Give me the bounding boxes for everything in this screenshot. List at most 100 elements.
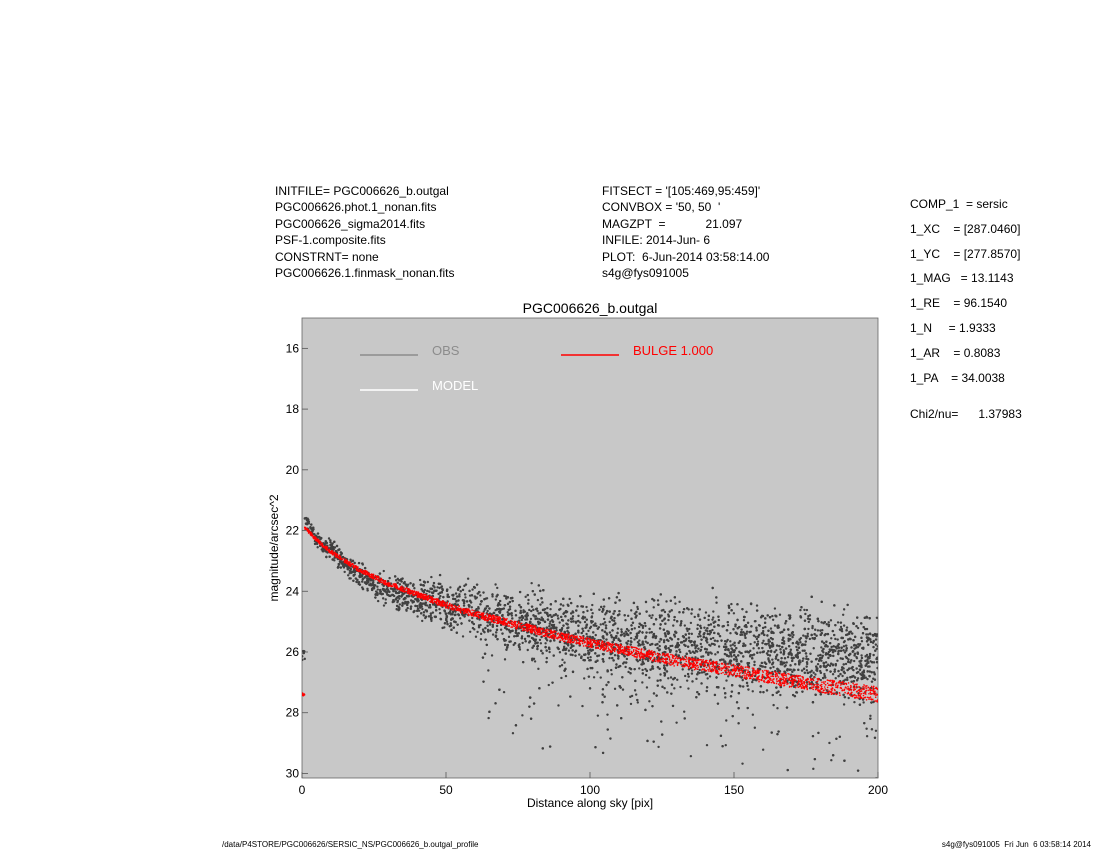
obs-point — [447, 612, 450, 615]
obs-point — [505, 627, 508, 631]
obs-point — [646, 641, 649, 645]
obs-point — [333, 559, 336, 562]
obs-point — [751, 680, 754, 684]
obs-point — [866, 633, 870, 636]
obs-point — [720, 639, 723, 642]
obs-point — [567, 604, 570, 607]
obs-point — [690, 644, 694, 647]
obs-point — [630, 640, 633, 644]
header-middle-line: PLOT: 6-Jun-2014 03:58:14.00 — [602, 249, 770, 264]
obs-point — [434, 609, 438, 612]
obs-point — [696, 671, 700, 674]
obs-point — [749, 602, 753, 605]
obs-point — [505, 597, 508, 600]
obs-point — [592, 624, 595, 627]
x-tick-label: 150 — [724, 783, 744, 797]
obs-point — [697, 693, 701, 696]
obs-point — [721, 625, 724, 628]
obs-point — [527, 635, 531, 638]
obs-point — [641, 672, 645, 675]
obs-point — [694, 656, 697, 659]
obs-point — [596, 671, 599, 674]
obs-point — [552, 623, 556, 627]
obs-point — [775, 644, 779, 647]
obs-point — [658, 627, 662, 630]
obs-point — [696, 690, 699, 694]
obs-point — [564, 652, 568, 655]
obs-point — [449, 624, 453, 627]
obs-point — [613, 622, 616, 626]
obs-point — [773, 624, 777, 627]
header-left-line: PGC006626.1.finmask_nonan.fits — [275, 266, 455, 281]
obs-point — [361, 562, 364, 565]
obs-point — [613, 616, 616, 620]
obs-point — [428, 603, 432, 607]
obs-point — [777, 730, 780, 733]
obs-point — [764, 665, 767, 669]
obs-point — [816, 629, 820, 632]
obs-point — [731, 643, 735, 646]
obs-point — [516, 632, 519, 635]
obs-point — [382, 604, 386, 607]
obs-point — [836, 659, 839, 662]
obs-point — [520, 614, 524, 618]
obs-point — [395, 579, 398, 582]
obs-point — [605, 611, 608, 615]
obs-point — [583, 677, 586, 680]
obs-point — [767, 642, 770, 645]
obs-point — [512, 643, 515, 647]
obs-point — [846, 633, 849, 636]
obs-point — [622, 632, 626, 635]
obs-point — [703, 616, 706, 620]
obs-point — [617, 657, 620, 660]
obs-point — [742, 655, 745, 658]
obs-point — [666, 691, 669, 694]
obs-point — [505, 648, 508, 651]
obs-point — [677, 637, 680, 641]
obs-point — [617, 591, 620, 595]
obs-point — [659, 673, 662, 676]
obs-point — [339, 551, 343, 554]
obs-point — [539, 642, 543, 645]
obs-point — [486, 609, 489, 613]
obs-point — [499, 603, 502, 607]
obs-point — [849, 661, 852, 664]
obs-point — [577, 619, 580, 623]
obs-point — [506, 643, 509, 647]
obs-point — [548, 625, 551, 628]
obs-point — [874, 643, 878, 646]
obs-point — [634, 616, 637, 619]
obs-point — [526, 593, 529, 597]
obs-point — [700, 671, 704, 674]
obs-point — [872, 661, 876, 664]
obs-point — [872, 645, 875, 649]
obs-point — [560, 664, 564, 667]
obs-point — [588, 687, 592, 690]
obs-point — [775, 649, 778, 652]
obs-point — [623, 655, 626, 658]
obs-point — [712, 642, 715, 646]
obs-point — [648, 614, 651, 617]
obs-point — [705, 686, 709, 689]
obs-point — [528, 705, 531, 708]
obs-point — [476, 630, 479, 634]
obs-point — [544, 642, 547, 645]
obs-point — [735, 658, 738, 661]
obs-point — [753, 663, 756, 667]
obs-point — [690, 640, 693, 643]
obs-point — [713, 631, 716, 635]
obs-point — [492, 611, 496, 615]
obs-point — [697, 614, 700, 618]
obs-point — [603, 695, 606, 698]
obs-point — [486, 624, 489, 628]
obs-point — [842, 703, 846, 706]
obs-point — [601, 658, 605, 661]
obs-point — [643, 645, 646, 649]
obs-point — [337, 562, 340, 566]
obs-point — [802, 667, 806, 671]
chi2-value: Chi2/nu= 1.37983 — [910, 407, 1022, 422]
obs-point — [690, 612, 693, 615]
obs-point — [316, 532, 320, 535]
obs-point — [507, 635, 511, 639]
obs-point — [726, 620, 729, 624]
